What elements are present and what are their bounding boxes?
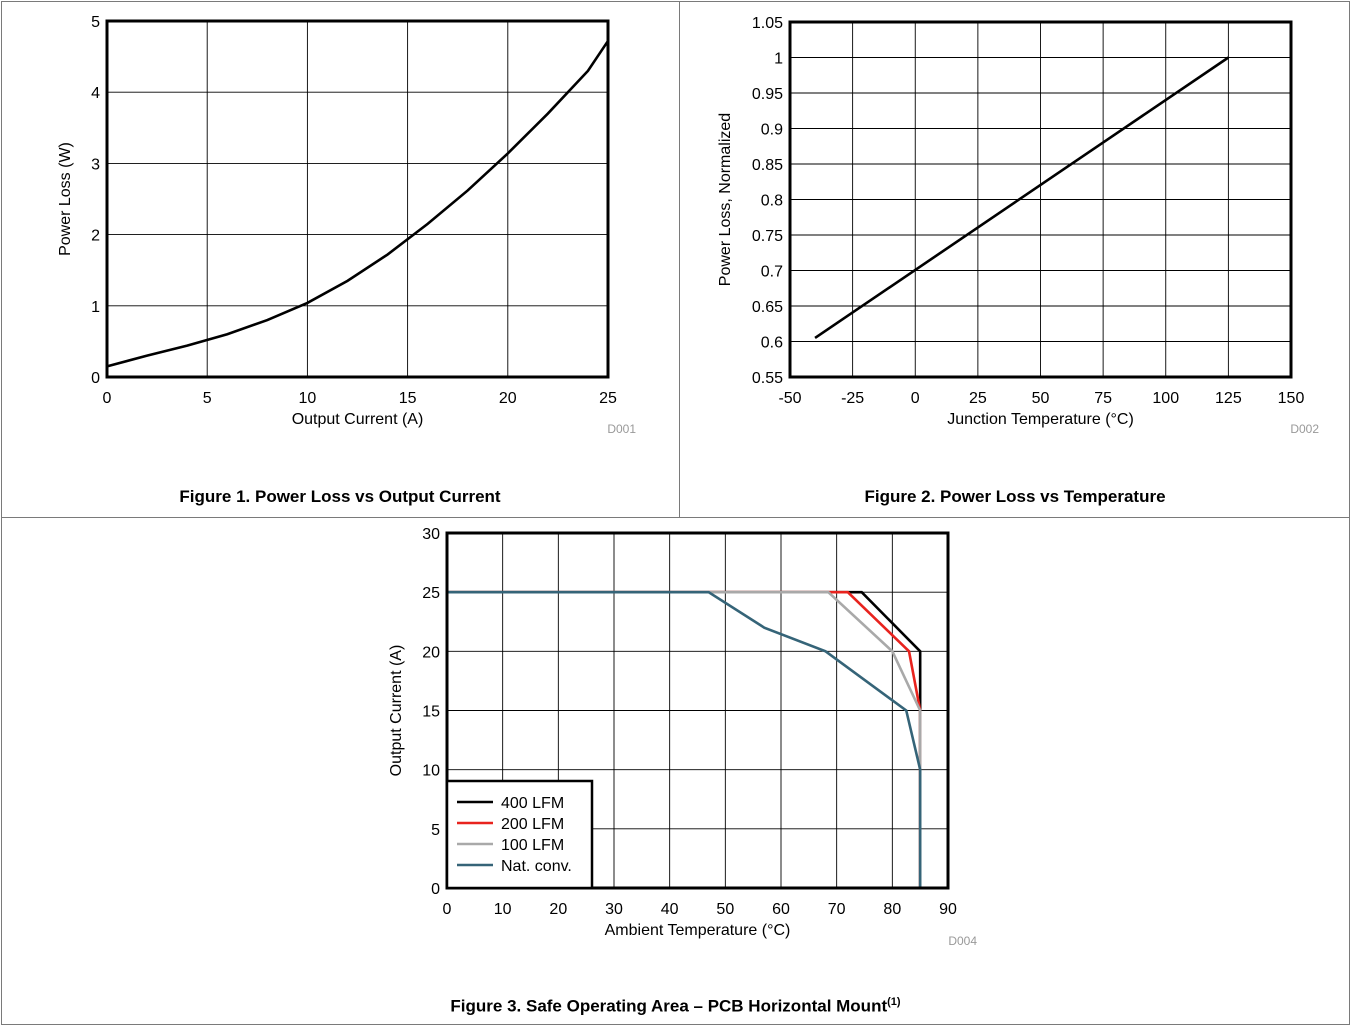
chart-fig2-x-tick-label-1: -25	[841, 390, 864, 407]
chart-fig2-x-tick-label-2: 0	[911, 390, 920, 407]
panel-figure-3	[1, 517, 1350, 1025]
figure-3-footnote-marker: (1)	[887, 996, 901, 1008]
chart-fig3-x-tick-label-4: 40	[661, 901, 679, 918]
chart-fig3-legend-label-2: 100 LFM	[501, 837, 564, 854]
chart-fig1-x-tick-label-1: 5	[203, 390, 212, 407]
chart-fig3-legend-label-1: 200 LFM	[501, 816, 564, 833]
chart-fig1-y-tick-label-0: 0	[91, 370, 100, 387]
chart-fig3-x-tick-label-3: 30	[605, 901, 623, 918]
chart-fig2-y-tick-label-1: 0.6	[761, 335, 783, 352]
chart-fig2-x-axis-label: Junction Temperature (°C)	[947, 411, 1134, 428]
chart-fig3-y-tick-label-3: 15	[422, 704, 440, 721]
chart-fig1-x-tick-label-3: 15	[399, 390, 417, 407]
chart-fig3-x-tick-label-0: 0	[443, 901, 452, 918]
chart-fig3-y-tick-label-6: 30	[422, 526, 440, 543]
chart-fig1-plot-frame	[105, 19, 610, 379]
chart-fig1-x-tick-label-0: 0	[103, 390, 112, 407]
chart-fig2-y-tick-label-6: 0.85	[752, 157, 783, 174]
chart-fig2-y-tick-label-9: 1	[774, 51, 783, 68]
chart-fig1-x-tick-label-5: 25	[599, 390, 617, 407]
chart-fig1-x-tick-label-2: 10	[299, 390, 317, 407]
chart-fig2-y-tick-label-4: 0.75	[752, 228, 783, 245]
chart-fig2-y-tick-label-10: 1.05	[752, 15, 783, 32]
chart-fig2-x-tick-label-8: 150	[1278, 390, 1305, 407]
chart-fig1-x-tick-label-4: 20	[499, 390, 517, 407]
chart-fig3-series-line-3	[447, 590, 922, 888]
figure-3-caption: Figure 3. Safe Operating Area – PCB Hori…	[0, 996, 1351, 1017]
chart-fig3-y-tick-label-0: 0	[431, 881, 440, 898]
chart-fig1-y-tick-label-3: 3	[91, 156, 100, 173]
figure-1-caption: Figure 1. Power Loss vs Output Current	[179, 487, 501, 506]
chart-fig3-legend-box	[445, 779, 594, 890]
chart-fig2-y-tick-label-8: 0.95	[752, 86, 783, 103]
chart-fig3-x-tick-label-2: 20	[549, 901, 567, 918]
chart-fig1-y-tick-label-4: 4	[91, 85, 100, 102]
chart-fig2-x-tick-label-6: 100	[1152, 390, 1179, 407]
chart-fig1-y-axis-label: Power Loss (W)	[57, 142, 74, 256]
chart-fig3-x-tick-label-9: 90	[939, 901, 957, 918]
chart-fig3-y-tick-label-1: 5	[431, 822, 440, 839]
figure-3-caption-text: Figure 3. Safe Operating Area – PCB Hori…	[450, 996, 888, 1016]
chart-fig2-x-tick-label-5: 75	[1094, 390, 1112, 407]
chart-fig1-figure-code: D001	[607, 422, 636, 436]
chart-fig2-y-tick-label-5: 0.8	[761, 193, 783, 210]
chart-fig1-series-line-0	[106, 40, 610, 368]
chart-fig2-series-line-0	[814, 56, 1230, 340]
chart-fig1-y-tick-label-2: 2	[91, 228, 100, 245]
chart-fig3-plot-frame	[445, 531, 950, 890]
chart-fig3-x-tick-label-6: 60	[772, 901, 790, 918]
chart-fig3-y-tick-label-2: 10	[422, 763, 440, 780]
chart-fig3-y-tick-label-5: 25	[422, 585, 440, 602]
chart-fig2-y-tick-label-7: 0.9	[761, 122, 783, 139]
chart-fig2-y-tick-label-0: 0.55	[752, 370, 783, 387]
chart-fig2-x-tick-label-7: 125	[1215, 390, 1242, 407]
chart-fig3-legend-label-3: Nat. conv.	[501, 858, 572, 875]
chart-fig1-y-tick-label-5: 5	[91, 14, 100, 31]
chart-fig3-x-tick-label-8: 80	[883, 901, 901, 918]
chart-fig3-legend-label-0: 400 LFM	[501, 795, 564, 812]
chart-safe-operating-area: 0 10 20 30 40 50 60 70 80 90 0 5 10 15 20 25 30 Ambient T…	[388, 526, 977, 948]
chart-fig3-x-tick-label-7: 70	[828, 901, 846, 918]
chart-fig3-figure-code: D004	[948, 934, 977, 948]
figure-2-caption: Figure 2. Power Loss vs Temperature	[864, 487, 1166, 506]
chart-fig2-plot-frame	[788, 20, 1293, 379]
chart-fig2-x-tick-label-3: 25	[969, 390, 987, 407]
chart-fig2-x-tick-label-0: -50	[778, 390, 801, 407]
chart-fig3-y-axis-label: Output Current (A)	[388, 645, 405, 777]
chart-fig3-x-axis-label: Ambient Temperature (°C)	[605, 922, 791, 939]
chart-power-loss-vs-temperature: -50 -25 0 25 50 75 100 125 150 0.55 0.6 0.65 0.7 0.75…	[717, 15, 1319, 436]
chart-fig3-x-tick-label-5: 50	[716, 901, 734, 918]
chart-fig3-x-tick-label-1: 10	[494, 901, 512, 918]
chart-fig1-y-tick-label-1: 1	[91, 299, 100, 316]
chart-fig2-y-tick-label-2: 0.65	[752, 299, 783, 316]
chart-power-loss-vs-current: 0 5 10 15 20 25 0 1 2 3 4 5 Output Current (A) Power …	[57, 14, 636, 436]
chart-fig2-y-tick-label-3: 0.7	[761, 264, 783, 281]
chart-fig2-figure-code: D002	[1290, 422, 1319, 436]
chart-fig1-x-axis-label: Output Current (A)	[292, 411, 424, 428]
chart-fig2-x-tick-label-4: 50	[1032, 390, 1050, 407]
chart-fig2-y-axis-label: Power Loss, Normalized	[717, 113, 734, 286]
chart-fig3-y-tick-label-4: 20	[422, 644, 440, 661]
